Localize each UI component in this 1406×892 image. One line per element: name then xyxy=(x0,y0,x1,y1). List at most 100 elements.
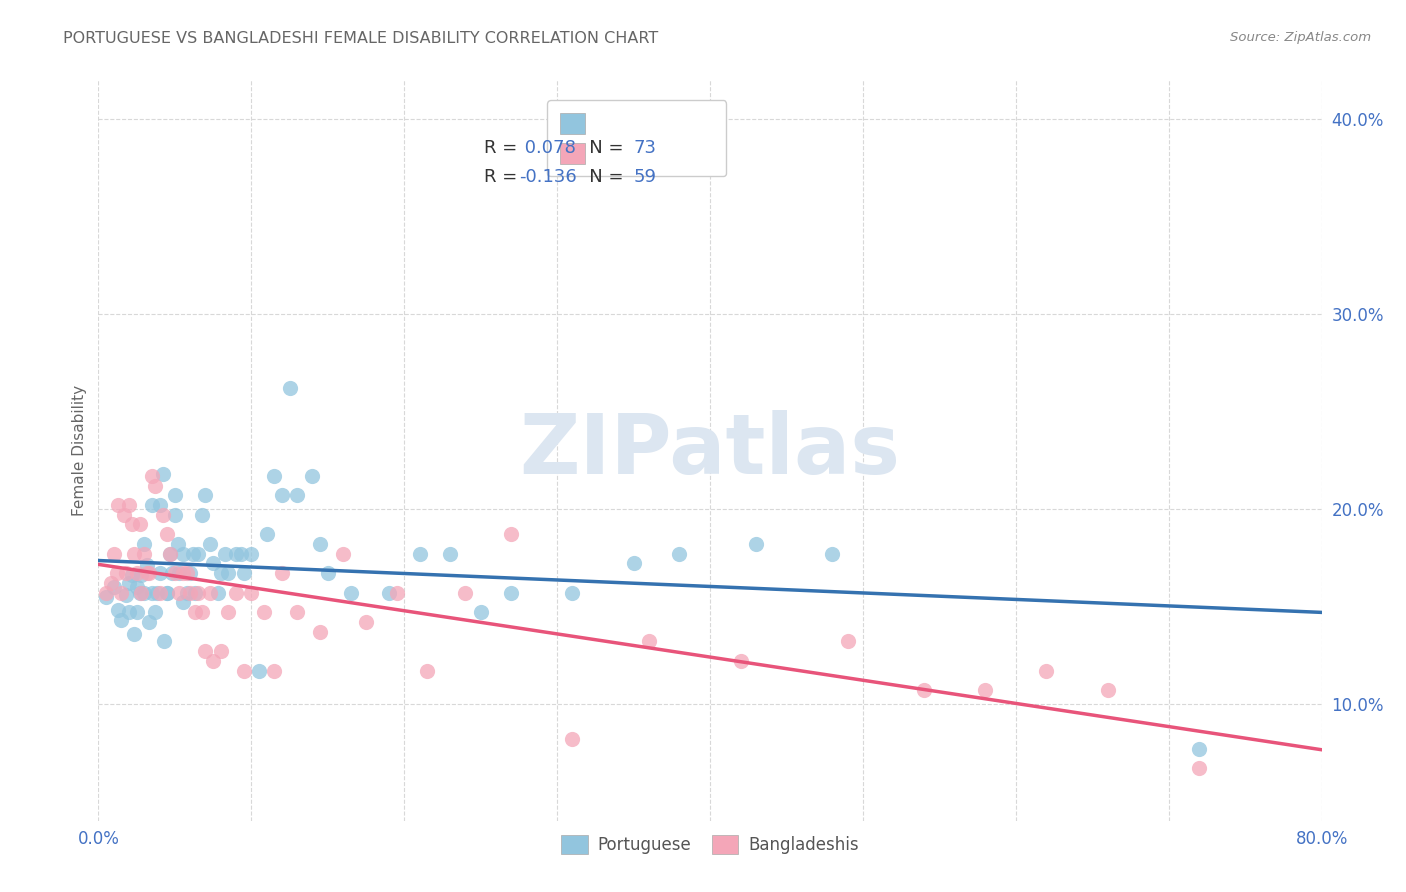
Point xyxy=(378,585,401,599)
Point xyxy=(112,508,135,522)
Point xyxy=(184,585,207,599)
Point xyxy=(270,566,292,581)
Point xyxy=(149,566,172,581)
Point xyxy=(118,576,141,591)
Point xyxy=(141,498,163,512)
Point xyxy=(225,585,247,599)
Point xyxy=(145,585,167,599)
Point xyxy=(159,547,181,561)
Point xyxy=(152,508,174,522)
Text: 73: 73 xyxy=(634,139,657,157)
Point xyxy=(439,547,461,561)
Point xyxy=(974,683,997,698)
Point xyxy=(252,605,274,619)
Point xyxy=(122,547,145,561)
Point xyxy=(138,615,160,629)
Point xyxy=(187,585,209,599)
Point xyxy=(270,488,292,502)
Point xyxy=(156,527,179,541)
Point xyxy=(285,488,308,502)
Text: R =: R = xyxy=(484,168,523,186)
Point xyxy=(454,585,477,599)
Point xyxy=(163,566,186,581)
Point xyxy=(156,585,179,599)
Point xyxy=(172,595,194,609)
Point xyxy=(1097,683,1119,698)
Point xyxy=(141,585,163,599)
Point xyxy=(160,566,183,581)
Point xyxy=(637,634,661,648)
Text: Source: ZipAtlas.com: Source: ZipAtlas.com xyxy=(1230,31,1371,45)
Point xyxy=(309,537,332,551)
Point xyxy=(191,508,214,522)
Text: R =: R = xyxy=(484,139,523,157)
Point xyxy=(184,605,207,619)
Point xyxy=(339,585,361,599)
Point xyxy=(187,547,209,561)
Point xyxy=(125,580,148,594)
Point xyxy=(240,585,263,599)
Point xyxy=(730,654,752,668)
Point xyxy=(129,568,152,582)
Point xyxy=(167,537,190,551)
Point xyxy=(125,605,148,619)
Point xyxy=(105,566,128,581)
Point xyxy=(179,585,201,599)
Point xyxy=(207,585,229,599)
Point xyxy=(209,644,232,658)
Point xyxy=(229,547,252,561)
Point xyxy=(169,566,191,581)
Point xyxy=(107,603,129,617)
Point xyxy=(118,605,141,619)
Y-axis label: Female Disability: Female Disability xyxy=(72,384,87,516)
Point xyxy=(214,547,236,561)
Point xyxy=(416,664,439,678)
Point xyxy=(110,613,132,627)
Point xyxy=(159,547,181,561)
Point xyxy=(561,585,583,599)
Point xyxy=(141,468,163,483)
Point xyxy=(470,605,492,619)
Point xyxy=(194,488,217,502)
Point xyxy=(408,547,430,561)
Point xyxy=(1188,741,1211,756)
Point xyxy=(501,585,523,599)
Point xyxy=(316,566,339,581)
Point xyxy=(136,558,159,573)
Point xyxy=(94,590,117,604)
Point xyxy=(128,585,150,599)
Point xyxy=(821,547,844,561)
Point xyxy=(202,654,225,668)
Text: 59: 59 xyxy=(634,168,657,186)
Point xyxy=(107,498,129,512)
Point xyxy=(156,585,179,599)
Point xyxy=(121,568,143,582)
Point xyxy=(115,566,138,581)
Point xyxy=(837,634,859,648)
Point xyxy=(115,588,138,602)
Point xyxy=(152,467,174,481)
Point xyxy=(176,566,198,581)
Point xyxy=(561,731,583,746)
Point xyxy=(181,547,204,561)
Point xyxy=(623,557,645,571)
Point xyxy=(668,547,690,561)
Text: PORTUGUESE VS BANGLADESHI FEMALE DISABILITY CORRELATION CHART: PORTUGUESE VS BANGLADESHI FEMALE DISABIL… xyxy=(63,31,658,46)
Point xyxy=(194,644,217,658)
Legend: Portuguese, Bangladeshis: Portuguese, Bangladeshis xyxy=(554,828,866,861)
Point xyxy=(149,498,172,512)
Point xyxy=(163,488,186,502)
Point xyxy=(198,537,221,551)
Point xyxy=(143,478,166,492)
Point xyxy=(143,605,166,619)
Point xyxy=(240,547,263,561)
Text: N =: N = xyxy=(572,139,628,157)
Point xyxy=(172,566,194,581)
Text: ZIPatlas: ZIPatlas xyxy=(520,410,900,491)
Point xyxy=(179,566,201,581)
Point xyxy=(263,664,285,678)
Point xyxy=(225,547,247,561)
Point xyxy=(232,566,254,581)
Text: -0.136: -0.136 xyxy=(519,168,576,186)
Point xyxy=(163,508,186,522)
